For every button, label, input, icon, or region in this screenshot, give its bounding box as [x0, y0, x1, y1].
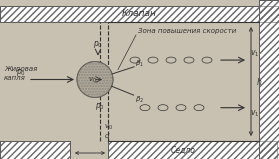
Text: Седло: Седло	[170, 145, 195, 155]
Text: Клапан: Клапан	[122, 9, 157, 18]
Bar	[0, 141, 70, 159]
Bar	[0, 6, 279, 22]
Text: $\beta_1$: $\beta_1$	[135, 59, 144, 69]
Text: Зона повышения скорости: Зона повышения скорости	[138, 28, 236, 34]
Ellipse shape	[140, 105, 150, 111]
Bar	[108, 141, 277, 159]
Text: капля: капля	[4, 76, 26, 82]
Ellipse shape	[166, 57, 176, 63]
Bar	[108, 141, 277, 159]
Ellipse shape	[130, 57, 140, 63]
Ellipse shape	[202, 57, 212, 63]
Ellipse shape	[194, 105, 204, 111]
Bar	[259, 0, 279, 159]
Bar	[0, 141, 70, 159]
Text: $\beta_2$: $\beta_2$	[135, 95, 144, 105]
Circle shape	[77, 62, 113, 97]
Text: $v_0$: $v_0$	[104, 122, 113, 132]
Ellipse shape	[148, 57, 158, 63]
Bar	[0, 6, 279, 22]
Text: Жировая: Жировая	[4, 66, 37, 72]
Text: $p_0$: $p_0$	[16, 68, 26, 79]
Bar	[259, 0, 279, 159]
Text: $p_0$: $p_0$	[95, 101, 105, 113]
Text: $v_1$: $v_1$	[250, 49, 259, 59]
Text: $v_1$: $v_1$	[250, 109, 259, 119]
Ellipse shape	[176, 105, 186, 111]
Text: $h$: $h$	[256, 76, 262, 87]
Ellipse shape	[158, 105, 168, 111]
Ellipse shape	[184, 57, 194, 63]
Text: $p_0$: $p_0$	[93, 38, 103, 49]
Text: $d$: $d$	[104, 131, 110, 141]
Text: $v_0$: $v_0$	[88, 76, 97, 85]
